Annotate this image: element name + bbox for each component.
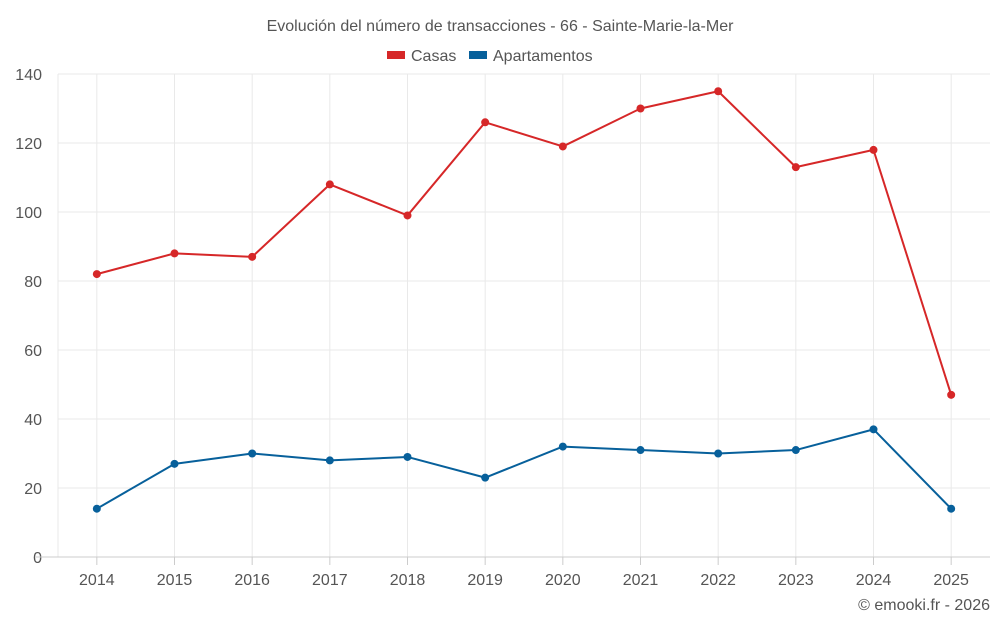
data-point-apartamentos[interactable] (791, 446, 800, 455)
data-point-apartamentos[interactable] (170, 459, 179, 468)
data-point-apartamentos[interactable] (558, 442, 567, 451)
x-tick-label: 2022 (700, 572, 736, 589)
series-apartamentos (92, 425, 956, 513)
x-tick-label: 2024 (856, 572, 892, 589)
grid (57, 73, 990, 557)
chart-title: Evolución del número de transacciones - … (267, 18, 735, 35)
y-tick-label: 0 (33, 550, 42, 567)
x-tick-label: 2025 (933, 572, 969, 589)
data-point-casas[interactable] (325, 180, 334, 189)
data-point-apartamentos[interactable] (325, 456, 334, 465)
y-tick-label: 120 (15, 136, 42, 153)
data-point-casas[interactable] (248, 252, 257, 261)
data-point-casas[interactable] (170, 249, 179, 258)
x-tick-label: 2023 (778, 572, 814, 589)
y-tick-label: 100 (15, 205, 42, 222)
legend: Casas Apartamentos (387, 48, 593, 65)
data-point-casas[interactable] (869, 145, 878, 154)
x-tick-label: 2020 (545, 572, 581, 589)
legend-swatch-apartamentos (469, 51, 487, 59)
y-axis: 0 20 40 60 80 100 120 140 (15, 67, 42, 567)
y-tick-label: 60 (24, 343, 42, 360)
x-tick-label: 2014 (79, 572, 115, 589)
data-point-apartamentos[interactable] (481, 473, 490, 482)
credit-label: © emooki.fr - 2026 (858, 597, 990, 614)
data-point-casas[interactable] (481, 118, 490, 127)
data-point-casas[interactable] (791, 163, 800, 172)
series-line-casas (96, 90, 953, 396)
data-point-apartamentos[interactable] (714, 449, 723, 458)
series-line-apartamentos (96, 428, 952, 510)
x-tick-label: 2016 (234, 572, 270, 589)
series-casas (92, 87, 956, 399)
data-point-apartamentos[interactable] (403, 452, 412, 461)
x-tick-label: 2015 (157, 572, 193, 589)
data-point-casas[interactable] (558, 142, 567, 151)
legend-label-casas[interactable]: Casas (411, 48, 456, 65)
legend-label-apartamentos[interactable]: Apartamentos (493, 48, 593, 65)
data-point-apartamentos[interactable] (248, 449, 257, 458)
data-point-apartamentos[interactable] (869, 425, 878, 434)
legend-swatch-casas (387, 51, 405, 59)
x-axis: 2014 2015 2016 2017 2018 2019 2020 2021 2022 2023… (36, 556, 990, 589)
data-point-apartamentos[interactable] (92, 504, 101, 513)
y-tick-label: 140 (15, 67, 42, 84)
data-point-casas[interactable] (403, 211, 412, 220)
x-tick-label: 2021 (623, 572, 659, 589)
x-tick-label: 2019 (467, 572, 503, 589)
y-tick-label: 80 (24, 274, 42, 291)
data-point-apartamentos[interactable] (947, 504, 956, 513)
data-point-casas[interactable] (714, 87, 723, 96)
x-tick-label: 2018 (390, 572, 426, 589)
data-point-apartamentos[interactable] (636, 446, 645, 455)
series-group (92, 87, 956, 513)
data-point-casas[interactable] (92, 270, 101, 279)
data-point-casas[interactable] (636, 104, 645, 113)
data-point-casas[interactable] (947, 390, 956, 399)
y-tick-label: 40 (24, 412, 42, 429)
y-tick-label: 20 (24, 481, 42, 498)
x-tick-label: 2017 (312, 572, 348, 589)
